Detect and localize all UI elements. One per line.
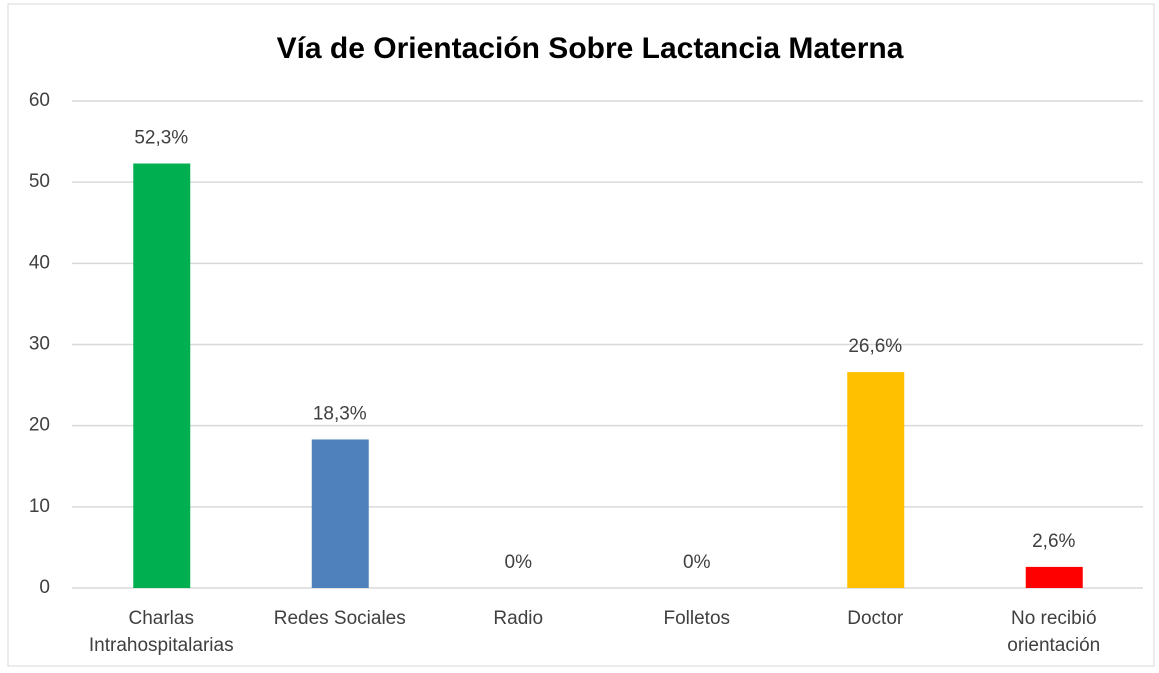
x-tick-label: Charlas Intrahospitalarias: [88, 608, 234, 656]
data-label: 52,3%: [134, 128, 188, 149]
bar: [311, 439, 369, 588]
y-tick-label: 0: [39, 577, 50, 598]
y-tick-label: 60: [29, 90, 50, 111]
bar: [847, 372, 905, 588]
x-tick-label: Doctor: [847, 608, 904, 629]
y-tick-label: 30: [29, 334, 50, 355]
y-tick-label: 10: [29, 496, 50, 517]
x-tick-label: Folletos: [663, 608, 731, 629]
chart-title: Vía de Orientación Sobre Lactancia Mater…: [277, 32, 904, 65]
data-label: 26,6%: [848, 336, 902, 357]
data-label: 2,6%: [1032, 531, 1075, 552]
data-label: 0%: [505, 552, 533, 573]
x-tick-label: No recibió orientación: [1007, 608, 1101, 656]
data-label: 0%: [683, 552, 711, 573]
chart-border: [7, 3, 1155, 667]
x-tick-label: Radio: [493, 608, 544, 629]
bar: [1025, 566, 1083, 588]
x-tick-label: Redes Sociales: [273, 608, 406, 629]
bar: [133, 163, 191, 588]
y-tick-label: 40: [29, 252, 50, 273]
data-label: 18,3%: [313, 403, 367, 424]
y-tick-label: 20: [29, 415, 50, 436]
y-tick-label: 50: [29, 171, 50, 192]
